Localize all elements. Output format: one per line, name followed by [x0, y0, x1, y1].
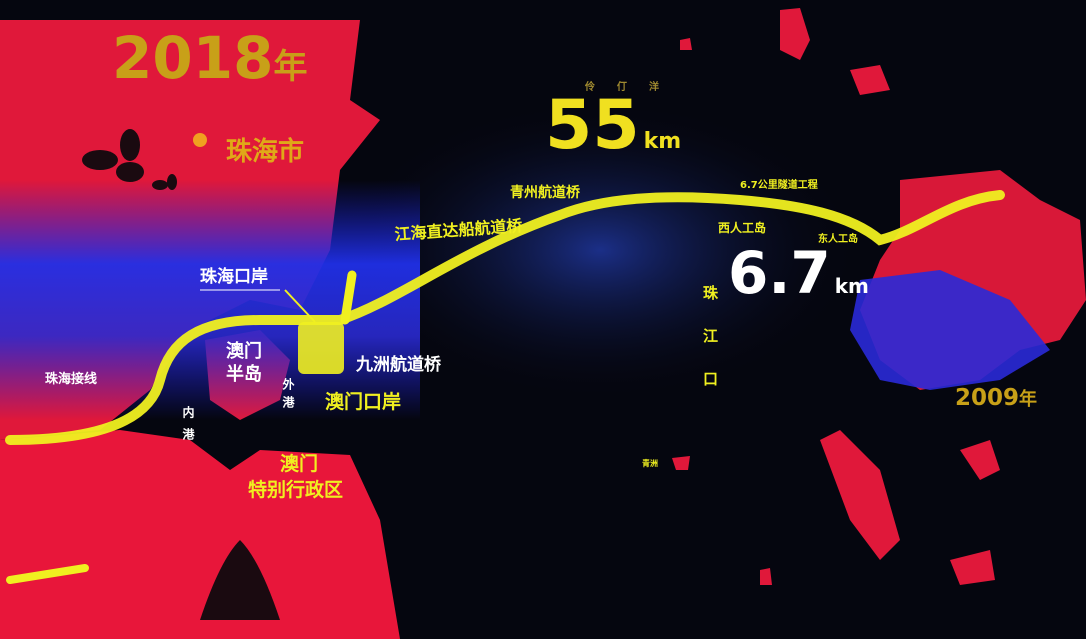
tunnel-unit: km: [835, 274, 869, 298]
length-unit: km: [644, 129, 682, 154]
harbor-label: 内港: [181, 405, 195, 450]
length-number: 55: [545, 86, 640, 165]
area-label: 澳门: [280, 452, 318, 475]
year-number: 2018: [112, 24, 273, 92]
year-unit: 年: [1019, 388, 1037, 410]
island-label: 青洲: [642, 458, 658, 468]
islands: [672, 8, 1000, 585]
tunnel-number: 6.7: [728, 239, 831, 307]
area-label: 半岛: [226, 363, 262, 385]
year-label: 2009年: [955, 385, 1037, 411]
bridge-spur: [340, 270, 357, 325]
year-unit: 年: [273, 47, 307, 87]
area-label: 特别行政区: [248, 478, 343, 501]
macau-land: [0, 430, 400, 639]
link-label: 珠海接线: [45, 371, 97, 387]
flower-emblem: [82, 129, 280, 620]
bridge-label: 青州航道桥: [510, 184, 581, 201]
city-label: 珠海市: [226, 136, 304, 167]
pointer: [284, 289, 316, 323]
bridge: [5, 190, 1005, 445]
bridge-segment: [6, 564, 89, 584]
length-label: 55 km: [545, 86, 681, 165]
harbor-label: 外港: [281, 377, 295, 414]
pin: [193, 133, 207, 147]
port-label: 澳门口岸: [325, 390, 401, 413]
bridge-label: 九洲航道桥: [355, 354, 442, 375]
sea-label: 伶仃洋: [584, 80, 681, 93]
tunnel-note: 6.7公里隧道工程: [740, 178, 818, 191]
tunnel-length: 6.7 km: [728, 239, 869, 307]
island-label: 东人工岛: [818, 232, 858, 245]
glow: [340, 100, 860, 400]
lantau-blue: [850, 270, 1050, 390]
island-label: 西人工岛: [718, 220, 766, 235]
river-label: 珠江口: [701, 284, 719, 414]
year-label: 2018年: [112, 24, 307, 92]
port-label: 珠海口岸: [200, 266, 268, 287]
area-label: 澳门: [226, 340, 262, 362]
port-island: [298, 322, 344, 374]
year-number: 2009: [955, 385, 1019, 411]
